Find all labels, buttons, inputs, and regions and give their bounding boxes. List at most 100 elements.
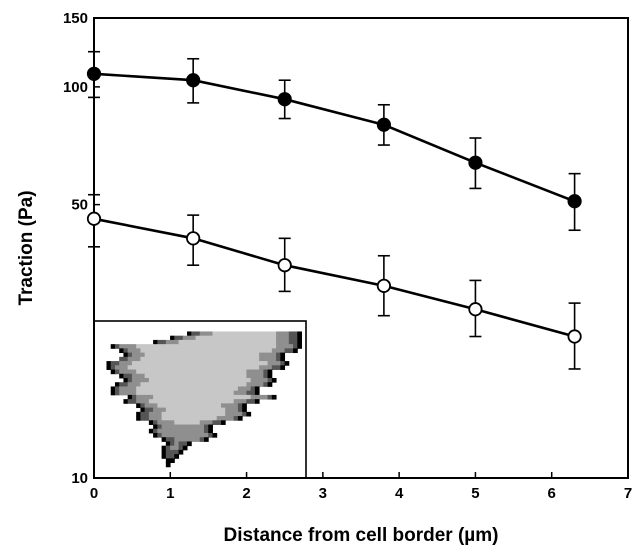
inset-pixel: [271, 344, 277, 349]
inset-pixel: [187, 416, 192, 421]
inset-pixel: [204, 407, 209, 413]
inset-pixel: [148, 365, 154, 370]
inset-pixel: [204, 428, 209, 434]
inset-pixel: [195, 373, 201, 379]
inset-pixel: [199, 348, 205, 354]
inset-pixel: [259, 394, 264, 400]
inset-pixel: [187, 339, 192, 345]
inset-pixel: [242, 331, 247, 337]
inset-pixel: [288, 335, 294, 341]
inset-pixel: [182, 424, 188, 430]
inset-pixel: [250, 373, 256, 379]
inset-pixel: [170, 382, 175, 387]
inset-pixel: [119, 344, 124, 349]
ticks: 0 1 2 3 4 5 6 7 10 50 100 150: [63, 10, 632, 502]
inset-pixel: [153, 407, 158, 413]
inset-pixel: [216, 386, 222, 392]
inset-pixel: [204, 416, 209, 421]
inset-pixel: [259, 377, 264, 383]
inset-pixel: [148, 403, 154, 409]
inset-pixel: [225, 373, 230, 379]
inset-pixel: [174, 454, 180, 459]
inset-pixel: [187, 386, 192, 392]
inset-pixel: [208, 356, 213, 362]
inset-pixel: [161, 369, 167, 375]
inset-pixel: [293, 335, 298, 341]
inset-pixel: [212, 361, 218, 366]
inset-pixel: [174, 382, 180, 387]
inset-pixel: [174, 411, 180, 417]
inset-pixel: [199, 386, 205, 392]
inset-pixel: [208, 339, 213, 345]
inset-pixel: [161, 424, 167, 430]
inset-pixel: [246, 373, 252, 379]
inset-pixel: [229, 369, 235, 375]
inset-pixel: [161, 352, 167, 358]
inset-pixel: [127, 373, 133, 379]
inset-pixel: [267, 348, 273, 354]
inset-pixel: [119, 369, 124, 375]
inset-pixel: [165, 462, 171, 468]
inset-pixel: [250, 377, 256, 383]
inset-pixel: [182, 352, 188, 358]
inset-pixel: [170, 339, 175, 345]
inset-pixel: [204, 356, 209, 362]
inset-pixel: [178, 390, 184, 396]
inset-pixel: [123, 356, 129, 362]
inset-pixel: [161, 403, 167, 409]
inset-pixel: [263, 373, 269, 379]
inset-pixel: [191, 339, 196, 345]
inset-pixel: [136, 416, 141, 421]
inset-pixel: [153, 399, 158, 404]
inset-pixel: [153, 411, 158, 417]
inset-pixel: [191, 407, 196, 413]
series-line: [93, 217, 575, 338]
inset-pixel: [216, 394, 222, 400]
inset-pixel: [259, 339, 264, 345]
inset-pixel: [191, 356, 196, 362]
inset-pixel: [195, 377, 201, 383]
inset-pixel: [237, 352, 243, 358]
inset-pixel: [212, 382, 218, 387]
inset-pixel: [204, 403, 209, 409]
inset-pixel: [191, 390, 196, 396]
inset-pixel: [216, 344, 222, 349]
inset-pixel: [276, 344, 281, 349]
inset-pixel: [242, 352, 247, 358]
inset-pixel: [187, 344, 192, 349]
inset-pixel: [178, 377, 184, 383]
inset-pixel: [254, 344, 260, 349]
inset-pixel: [174, 432, 180, 438]
inset-pixel: [182, 399, 188, 404]
inset-pixel: [123, 365, 129, 370]
inset-pixel: [123, 352, 129, 358]
inset-pixel: [246, 365, 252, 370]
inset-pixel: [136, 373, 141, 379]
inset-pixel: [144, 356, 150, 362]
inset-pixel: [229, 390, 235, 396]
series: [86, 50, 582, 370]
inset-pixel: [161, 420, 167, 425]
inset-pixel: [229, 386, 235, 392]
inset-pixel: [220, 411, 226, 417]
inset-pixel: [297, 335, 302, 341]
inset-pixel: [263, 348, 269, 354]
inset-pixel: [148, 399, 154, 404]
inset-pixel: [136, 394, 141, 400]
inset-pixel: [250, 352, 256, 358]
inset-pixel: [229, 407, 235, 413]
inset-pixel: [165, 361, 171, 366]
inset-pixel: [170, 352, 175, 358]
inset-pixel: [191, 348, 196, 354]
inset-pixel: [259, 348, 264, 354]
inset-pixel: [195, 344, 201, 349]
inset-pixel: [204, 386, 209, 392]
inset-pixel: [174, 356, 180, 362]
inset-pixel: [174, 441, 180, 447]
inset-pixel: [153, 394, 158, 400]
inset-pixel: [187, 394, 192, 400]
inset-pixel: [170, 445, 175, 451]
data-point: [186, 73, 201, 88]
inset-pixel: [157, 424, 163, 430]
inset-pixel: [220, 365, 226, 370]
